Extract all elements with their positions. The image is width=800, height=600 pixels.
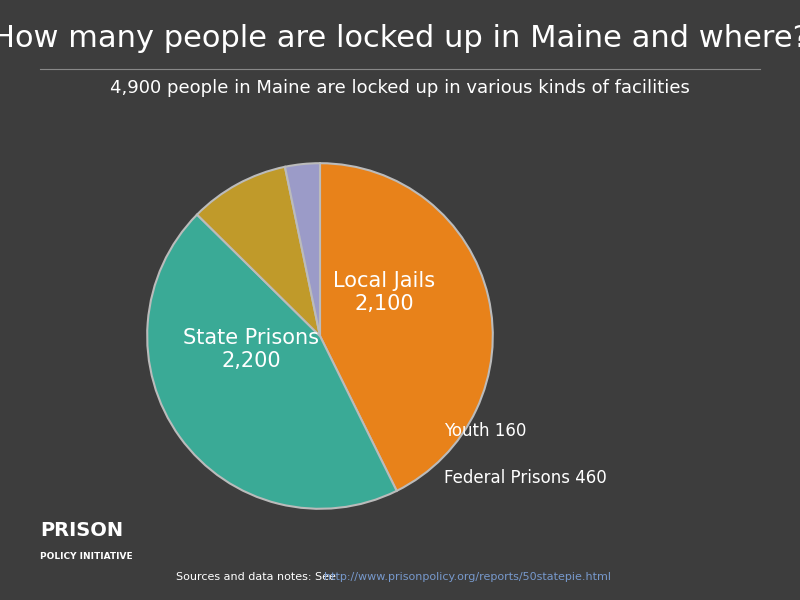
Text: How many people are locked up in Maine and where?: How many people are locked up in Maine a… [0, 24, 800, 53]
Wedge shape [197, 167, 320, 336]
Text: Youth 160: Youth 160 [445, 422, 526, 440]
Wedge shape [147, 215, 397, 509]
Text: Sources and data notes: See: Sources and data notes: See [176, 572, 339, 582]
Wedge shape [285, 163, 320, 336]
Text: 4,900 people in Maine are locked up in various kinds of facilities: 4,900 people in Maine are locked up in v… [110, 79, 690, 97]
Text: Local Jails
2,100: Local Jails 2,100 [333, 271, 435, 314]
Text: POLICY INITIATIVE: POLICY INITIATIVE [40, 552, 133, 561]
Text: Federal Prisons 460: Federal Prisons 460 [445, 469, 607, 487]
Text: http://www.prisonpolicy.org/reports/50statepie.html: http://www.prisonpolicy.org/reports/50st… [324, 572, 611, 582]
Wedge shape [320, 163, 493, 491]
Text: PRISON: PRISON [40, 521, 123, 540]
Text: State Prisons
2,200: State Prisons 2,200 [183, 328, 319, 371]
